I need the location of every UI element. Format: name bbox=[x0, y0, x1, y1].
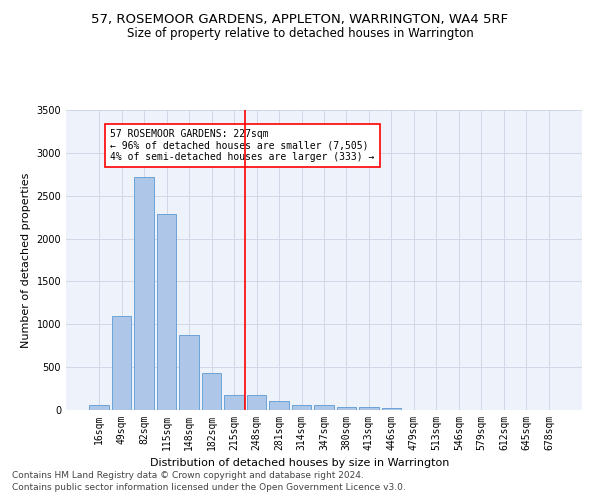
Text: 57, ROSEMOOR GARDENS, APPLETON, WARRINGTON, WA4 5RF: 57, ROSEMOOR GARDENS, APPLETON, WARRINGT… bbox=[91, 12, 509, 26]
Bar bbox=[179, 334, 199, 410]
Bar bbox=[292, 405, 311, 410]
Text: 57 ROSEMOOR GARDENS: 227sqm
← 96% of detached houses are smaller (7,505)
4% of s: 57 ROSEMOOR GARDENS: 227sqm ← 96% of det… bbox=[110, 129, 374, 162]
Bar bbox=[382, 408, 401, 410]
Text: Contains HM Land Registry data © Crown copyright and database right 2024.: Contains HM Land Registry data © Crown c… bbox=[12, 471, 364, 480]
Bar bbox=[112, 316, 131, 410]
Bar bbox=[134, 177, 154, 410]
Bar bbox=[247, 396, 266, 410]
Bar bbox=[157, 214, 176, 410]
Text: Distribution of detached houses by size in Warrington: Distribution of detached houses by size … bbox=[151, 458, 449, 468]
Bar bbox=[337, 406, 356, 410]
Y-axis label: Number of detached properties: Number of detached properties bbox=[21, 172, 31, 348]
Bar bbox=[89, 405, 109, 410]
Text: Contains public sector information licensed under the Open Government Licence v3: Contains public sector information licen… bbox=[12, 484, 406, 492]
Bar bbox=[359, 408, 379, 410]
Bar bbox=[202, 373, 221, 410]
Bar bbox=[314, 406, 334, 410]
Text: Size of property relative to detached houses in Warrington: Size of property relative to detached ho… bbox=[127, 28, 473, 40]
Bar bbox=[224, 396, 244, 410]
Bar bbox=[269, 402, 289, 410]
